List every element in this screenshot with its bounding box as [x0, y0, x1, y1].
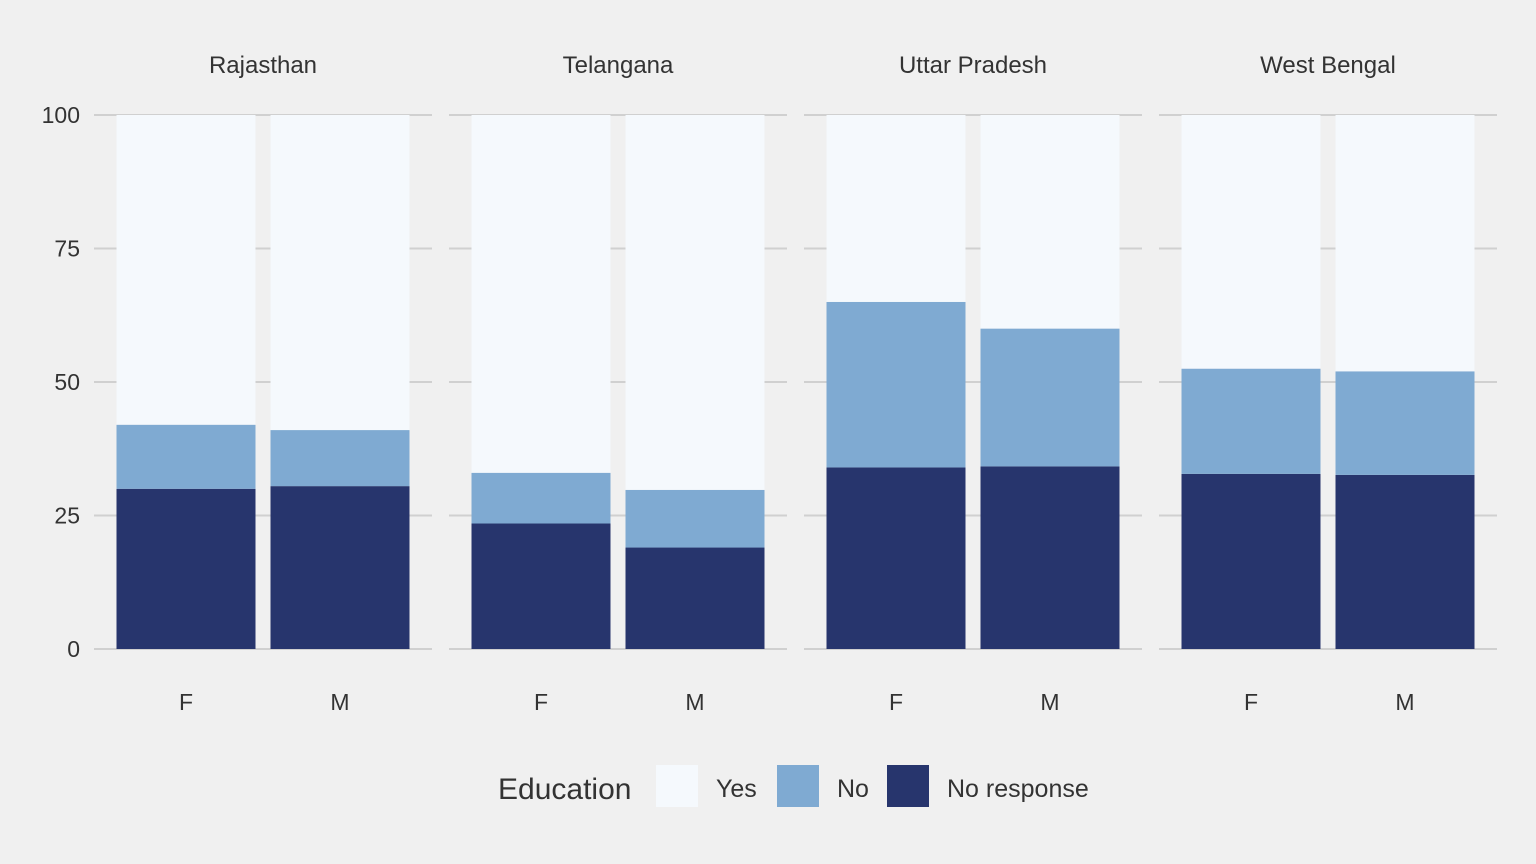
facet-title: West Bengal: [1260, 52, 1396, 79]
y-tick-label: 100: [42, 102, 80, 128]
bar-west-bengal-f-yes: [1181, 115, 1321, 369]
bar-telangana-f-no-response: [471, 523, 611, 649]
legend-item-yes: Yes: [656, 765, 757, 807]
facet-title: Uttar Pradesh: [899, 52, 1047, 79]
bar-telangana-m-no: [625, 489, 765, 548]
y-tick-label: 75: [54, 236, 80, 262]
facet-uttar-pradesh: Uttar Pradesh F M: [804, 52, 1142, 715]
bar-telangana-m-yes: [625, 115, 765, 490]
legend-title: Education: [498, 773, 631, 806]
bar-uttar-pradesh-m-no-response: [980, 466, 1120, 649]
facet-title: Rajasthan: [209, 52, 317, 79]
bar-rajasthan-m-no-response: [270, 486, 410, 649]
legend-key: [656, 765, 698, 807]
legend-label: Yes: [716, 775, 757, 803]
y-tick-label: 25: [54, 503, 80, 529]
legend-label: No response: [947, 775, 1089, 803]
bar-telangana-m-no-response: [625, 547, 765, 649]
bar-west-bengal-f-no: [1181, 368, 1321, 474]
y-tick-label: 50: [54, 369, 80, 395]
bar-rajasthan-f-no: [116, 424, 256, 489]
bar-uttar-pradesh-m-no: [980, 328, 1120, 467]
x-tick-label: F: [889, 689, 903, 715]
x-tick-label: F: [1244, 689, 1258, 715]
x-tick-label: M: [1395, 689, 1414, 715]
legend-label: No: [837, 775, 869, 803]
x-tick-label: M: [685, 689, 704, 715]
bar-rajasthan-f-yes: [116, 115, 256, 425]
legend-key: [887, 765, 929, 807]
facet-telangana: Telangana F M: [449, 52, 787, 715]
legend-key: [777, 765, 819, 807]
bar-west-bengal-f-no-response: [1181, 473, 1321, 649]
legend-item-no: No: [777, 765, 869, 807]
x-tick-label: F: [534, 689, 548, 715]
bar-telangana-f-yes: [471, 115, 611, 473]
bar-uttar-pradesh-m-yes: [980, 115, 1120, 329]
bar-rajasthan-f-no-response: [116, 488, 256, 649]
legend-item-no-response: No response: [887, 765, 1089, 807]
facet-west-bengal: West Bengal F M: [1159, 52, 1497, 715]
legend: Education Yes No No response: [498, 765, 1089, 807]
bar-rajasthan-m-yes: [270, 115, 410, 431]
bar-west-bengal-m-yes: [1335, 115, 1475, 372]
bar-uttar-pradesh-f-no: [826, 301, 966, 468]
bar-west-bengal-m-no-response: [1335, 474, 1475, 649]
bar-uttar-pradesh-f-yes: [826, 115, 966, 302]
facet-rajasthan: Rajasthan F M: [94, 52, 432, 715]
bar-telangana-f-no: [471, 472, 611, 524]
bar-rajasthan-m-no: [270, 430, 410, 487]
x-tick-label: F: [179, 689, 193, 715]
y-tick-label: 0: [67, 636, 80, 662]
bar-uttar-pradesh-f-no-response: [826, 467, 966, 649]
x-tick-label: M: [330, 689, 349, 715]
x-tick-label: M: [1040, 689, 1059, 715]
facet-title: Telangana: [563, 52, 674, 79]
y-axis: 0 25 50 75 100: [42, 102, 80, 662]
bar-west-bengal-m-no: [1335, 371, 1475, 475]
